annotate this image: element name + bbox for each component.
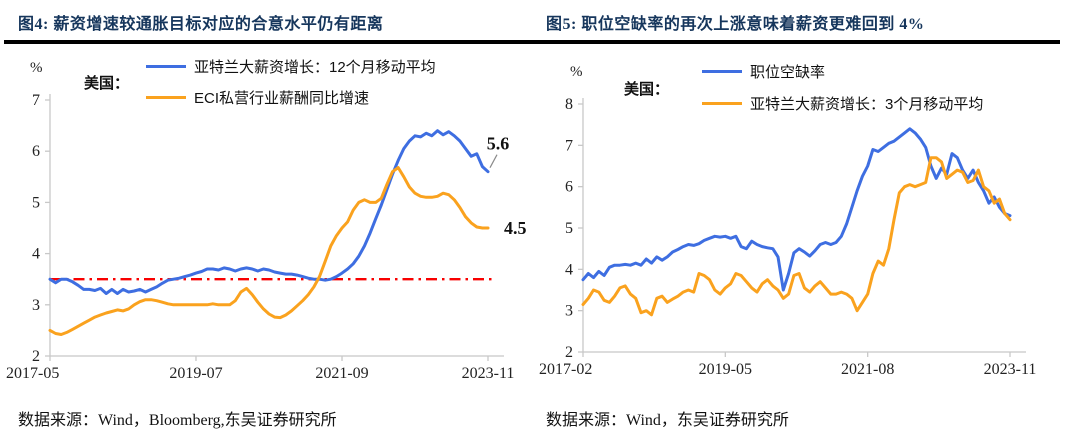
svg-text:2019-05: 2019-05 (699, 361, 752, 378)
svg-text:3: 3 (32, 297, 40, 314)
figure4-chart-area: 7 6 5 4 3 2 2017-05 2019-07 2021-09 2023-11 5.6 4.5… (4, 46, 532, 398)
svg-text:2021-09: 2021-09 (315, 365, 368, 382)
svg-text:4.5: 4.5 (504, 218, 527, 238)
svg-text:2: 2 (32, 348, 40, 365)
svg-text:2021-08: 2021-08 (841, 361, 894, 378)
svg-text:8: 8 (565, 96, 573, 113)
legend-label: 职位空缺率 (750, 64, 826, 81)
svg-text:2019-07: 2019-07 (169, 365, 222, 382)
svg-text:2017-02: 2017-02 (539, 361, 592, 378)
orange-line-swatch-icon (702, 102, 742, 105)
blue-line-swatch-icon (702, 70, 742, 73)
svg-text:7: 7 (565, 137, 573, 154)
figure4-region-label: 美国： (84, 75, 130, 92)
figure4-legend-item-eci: ECI私营行业薪酬同比增速 (146, 87, 369, 108)
figure4-title: 图4: 薪资增速较通胀目标对应的合意水平仍有距离 (18, 16, 384, 33)
svg-text:4: 4 (32, 246, 40, 263)
legend-label: ECI私营行业薪酬同比增速 (194, 90, 370, 107)
figure5-chart-area: 8 7 6 5 4 3 2 2017-02 2019-05 2021-08 2023-11 % 美国… (532, 46, 1060, 398)
svg-text:6: 6 (32, 143, 40, 160)
figure5-region-label: 美国： (624, 81, 670, 98)
svg-text:2023-11: 2023-11 (984, 361, 1037, 378)
legend-label: 亚特兰大薪资增长：3个月移动平均 (750, 96, 984, 113)
orange-line-swatch-icon (146, 96, 186, 99)
legend-label: 亚特兰大薪资增长：12个月移动平均 (194, 59, 436, 76)
svg-text:4: 4 (565, 261, 573, 278)
figure5-y-unit-label: % (570, 64, 583, 80)
figure5-legend-item-job-openings: 职位空缺率 (702, 61, 825, 82)
blue-line-swatch-icon (146, 65, 186, 68)
figure4-panel: 图4: 薪资增速较通胀目标对应的合意水平仍有距离 7 6 5 4 3 2 2017-05 20… (4, 6, 532, 442)
figure4-y-unit-label: % (30, 60, 43, 76)
figure5-title-rule (532, 40, 1060, 44)
figure5-source: 数据来源：Wind，东吴证券研究所 (546, 412, 789, 429)
figure5-title: 图5: 职位空缺率的再次上涨意味着薪资更难回到 4% (546, 16, 925, 33)
figure4-legend-item-atlanta-wage: 亚特兰大薪资增长：12个月移动平均 (146, 56, 436, 77)
svg-text:5: 5 (32, 194, 40, 211)
svg-text:7: 7 (32, 92, 40, 109)
figure5-panel: 图5: 职位空缺率的再次上涨意味着薪资更难回到 4% 8 7 6 5 4 3 2 2017-0… (532, 6, 1060, 442)
svg-text:2023-11: 2023-11 (462, 365, 515, 382)
svg-text:2: 2 (565, 344, 573, 361)
figure4-source: 数据来源：Wind，Bloomberg,东吴证券研究所 (18, 412, 337, 429)
figure4-title-rule (4, 40, 532, 44)
svg-text:6: 6 (565, 179, 573, 196)
svg-text:5.6: 5.6 (487, 134, 510, 154)
svg-text:5: 5 (565, 220, 573, 237)
figure5-legend-item-atlanta-wage: 亚特兰大薪资增长：3个月移动平均 (702, 93, 983, 114)
svg-text:2017-05: 2017-05 (6, 365, 59, 382)
svg-text:3: 3 (565, 303, 573, 320)
